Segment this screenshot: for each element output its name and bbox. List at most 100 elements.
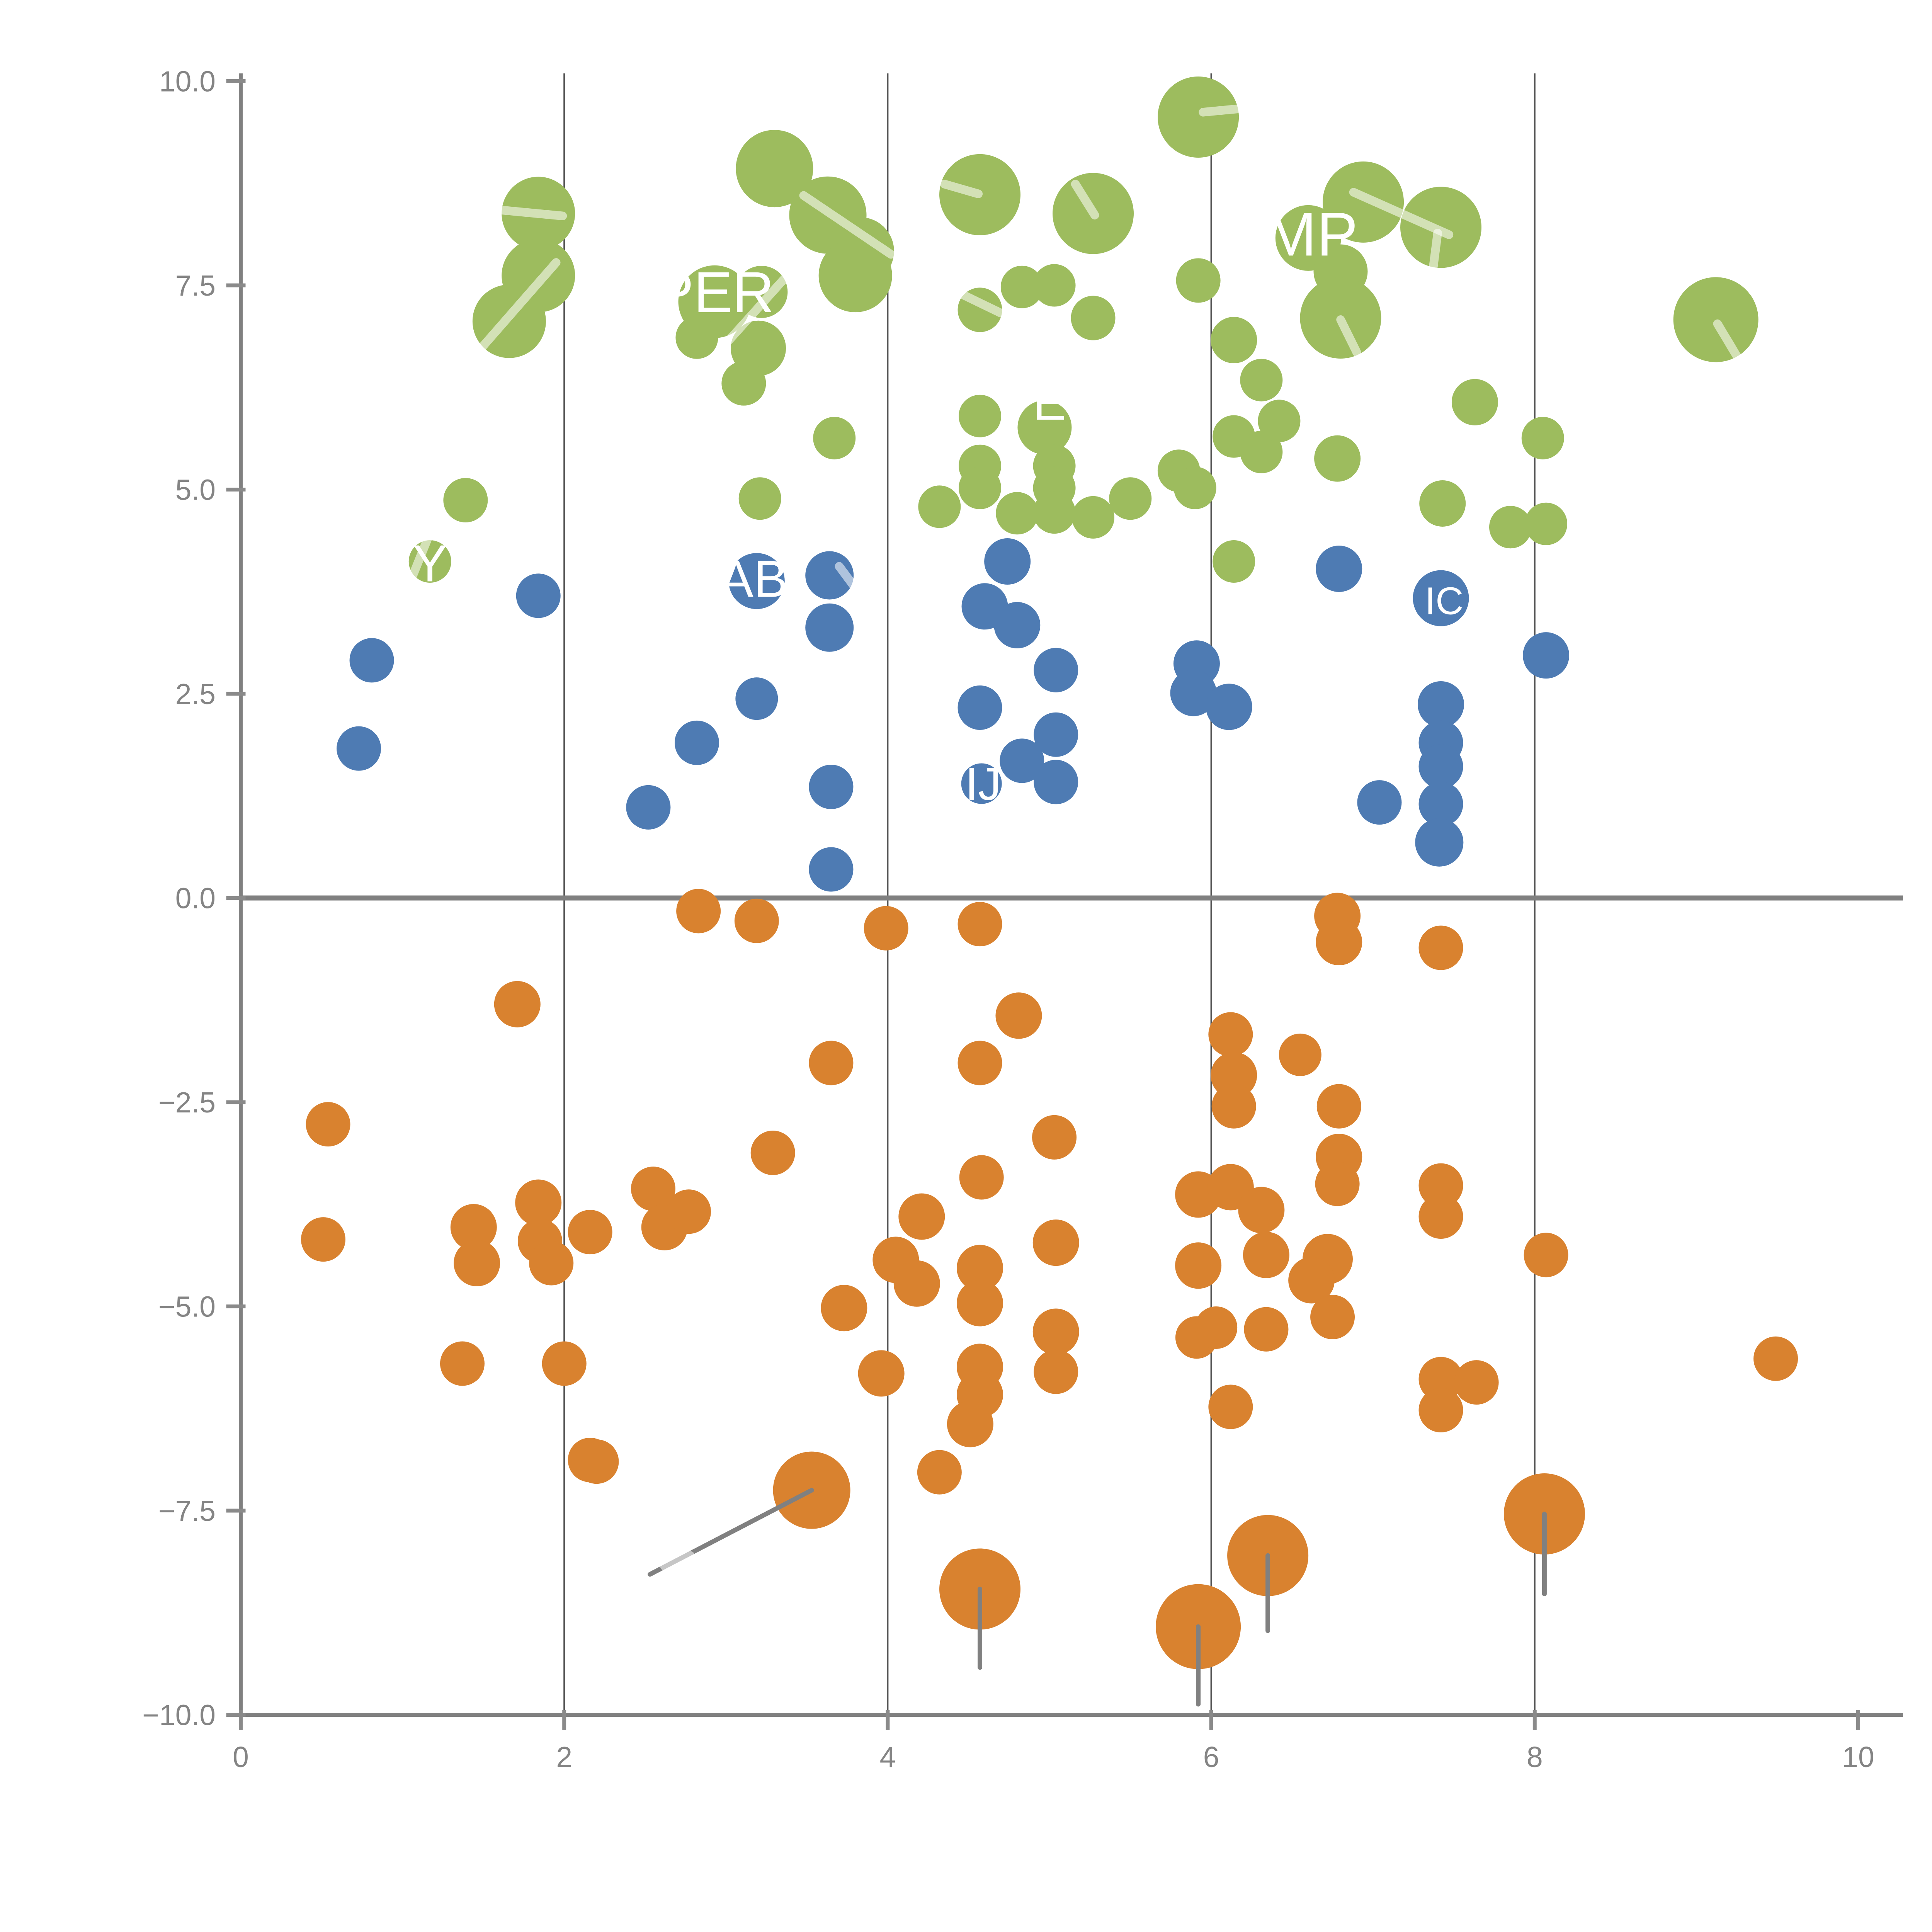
bubble-orange-20 [1315,1162,1360,1206]
bubble-blue-29 [1523,632,1570,679]
bubble-green-18 [1071,296,1116,340]
leader-line-9 [1336,315,1361,357]
bubble-orange-11 [809,1041,854,1085]
bubble-green-47 [1072,496,1115,539]
bubble-orange-62 [1454,1360,1499,1405]
bubble-orange-38 [957,1280,1003,1327]
leader-line-2 [636,274,789,444]
bubble-blue-10 [626,785,671,830]
bubble-blue-8 [735,677,778,720]
bubble-green-44 [918,485,961,528]
bubble-orange-16 [306,1102,350,1147]
bubble-label-E: E [1033,374,1066,430]
bubble-orange-12 [957,1041,1002,1085]
leader-line-14 [660,1551,695,1571]
bubble-orange-34 [893,1260,940,1307]
bubble-green-46 [1033,491,1076,534]
bubble-orange-15 [1316,1084,1361,1129]
leader-line-10 [799,191,896,259]
bubble-orange-60 [1524,1233,1568,1277]
leader-line-13 [406,532,433,586]
bubble-orange-13 [1211,1052,1257,1099]
bubble-green-52 [1240,430,1283,473]
bubble-orange-14 [1211,1084,1256,1129]
bubble-blue-13 [1034,648,1078,692]
y-tick-label--2.5: −2.5 [158,1086,216,1119]
bubble-green-48 [1109,477,1152,520]
bubble-orange-56 [1288,1257,1335,1304]
y-tick-label-2.5: 2.5 [175,678,216,710]
bubble-green-21 [1323,161,1404,243]
leader-line-8 [1713,319,1743,364]
bubble-orange-37 [957,1245,1003,1291]
bubble-blue-0 [349,638,394,683]
bubble-orange-1 [734,898,779,943]
bubble-green-25 [1673,277,1759,362]
bubble-orange-61 [1418,1357,1463,1401]
leader-line-12 [835,562,863,597]
bubble-orange-0 [676,889,721,934]
bubble-green-19 [1176,258,1221,303]
bubble-orange-2 [864,906,908,951]
bubble-label-IJ: IJ [965,758,1001,810]
bubble-green-42 [959,466,1002,509]
bubble-green-34 [443,478,488,522]
bubble-green-39 [1017,400,1072,455]
bubble-blue-11 [961,763,1002,804]
bubble-blue-27 [1418,782,1463,827]
bubble-blue-1 [337,726,381,771]
bubble-orange-5 [1316,919,1362,966]
bubble-green-36 [738,477,781,520]
bubble-green-38 [959,395,1002,437]
bubble-orange-41 [858,1350,905,1397]
leader-line-5 [1199,104,1242,117]
bubble-blue-6 [809,764,854,809]
bubble-green-3 [736,130,813,207]
bubble-blue-28 [1415,818,1464,867]
bubble-orange-53 [1244,1307,1289,1352]
bubble-green-50 [1173,466,1216,509]
bubble-orange-25 [515,1179,562,1226]
bubble-orange-18 [750,1131,795,1175]
bubble-orange-17 [1032,1115,1077,1160]
bubble-green-11 [721,361,766,406]
bubble-orange-45 [917,1450,962,1495]
y-tick-label-0: 0.0 [175,882,216,914]
y-tick-label--5: −5.0 [158,1290,216,1323]
bubble-orange-39 [1032,1308,1079,1355]
bubble-orange-6 [1418,925,1463,970]
bubble-label-AB: AB [719,550,788,608]
bubble-blue-21 [1170,670,1217,716]
x-tick-label-4: 4 [880,1741,896,1773]
bubble-green-8 [735,265,788,318]
bubble-blue-9 [674,720,719,765]
bubble-green-53 [1258,400,1301,442]
bubble-green-45 [996,492,1039,535]
bubble-blue-23 [1418,681,1464,728]
bubble-orange-52 [1243,1231,1289,1278]
bubble-green-16 [1033,264,1076,307]
bubble-orange-24 [454,1240,500,1286]
bubble-orange-32 [898,1193,945,1240]
bubble-blue-25 [1418,744,1463,789]
bubble-green-31 [1419,480,1466,527]
bubble-orange-23 [450,1204,497,1250]
bubble-blue-12 [1000,738,1044,783]
bubble-label-PER: PER [655,260,774,325]
bubble-green-30 [1314,435,1361,482]
bubble-orange-44 [947,1401,993,1447]
x-tick-label-8: 8 [1527,1741,1543,1773]
bubble-label-IC: IC [1425,580,1463,623]
y-tick-label-10: 10.0 [159,65,216,97]
bubble-orange-67 [542,1341,587,1386]
bubble-orange-36 [1032,1219,1079,1266]
bubble-green-28 [1451,379,1498,425]
bubble-blue-31 [1316,546,1362,592]
bubble-green-14 [1158,77,1239,158]
bubble-green-6 [818,239,892,313]
leader-line-0 [498,206,567,221]
bubble-blue-30 [1413,570,1469,626]
bubble-orange-54 [1208,1384,1253,1429]
bubble-orange-48 [1238,1187,1285,1233]
